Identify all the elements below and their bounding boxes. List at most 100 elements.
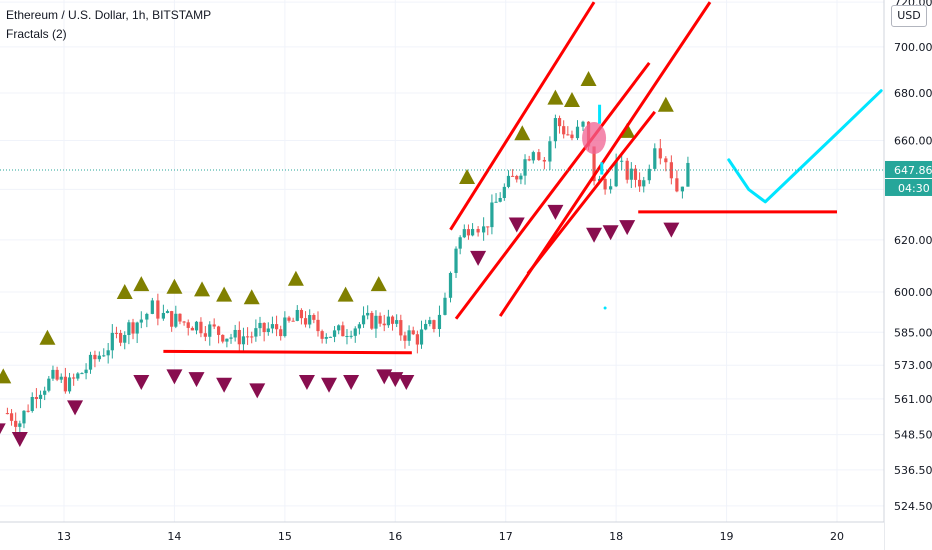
candle-body (680, 186, 685, 192)
candle-body (72, 377, 76, 379)
indicator-label[interactable]: Fractals (2) (6, 27, 67, 41)
highlight-circle (582, 122, 607, 155)
candle-body (97, 355, 101, 360)
candle-body (127, 322, 131, 335)
candle-body (63, 376, 67, 392)
candle-body (225, 338, 229, 342)
chart-header: Ethereum / U.S. Dollar, 1h, BITSTAMP Fra… (6, 8, 211, 41)
candle-body (9, 413, 14, 421)
y-tick-label: 585.00 (894, 326, 932, 339)
candle-body (203, 333, 207, 337)
price-axis[interactable] (884, 0, 932, 550)
time-axis[interactable] (0, 522, 884, 550)
x-tick-label: 14 (167, 530, 181, 543)
candle-body (366, 312, 370, 316)
candle-body (262, 322, 266, 333)
candle-body (118, 332, 123, 343)
candle-body (114, 332, 119, 334)
fractal-down-marker (619, 220, 636, 236)
channel-line[interactable] (449, 1, 596, 231)
fractal-down-marker (67, 400, 84, 416)
candle-body (229, 337, 233, 339)
candle-body (123, 334, 127, 343)
x-tick-label: 17 (499, 530, 513, 543)
candle-body (609, 186, 613, 190)
fractal-down-marker (398, 374, 415, 390)
x-tick-label: 20 (830, 530, 844, 543)
fractal-down-marker (586, 227, 603, 243)
candle-body (592, 146, 596, 182)
candle-body (131, 322, 135, 334)
y-tick-label: 573.00 (894, 359, 932, 372)
candle-body (527, 159, 531, 161)
candle-body (570, 134, 574, 139)
x-tick-label: 19 (720, 530, 734, 543)
candle-body (374, 315, 378, 329)
candle-body (312, 315, 316, 320)
y-tick-label: 561.00 (894, 393, 932, 406)
candle-body (337, 325, 341, 331)
candle-body (308, 315, 312, 325)
candle-body (523, 159, 527, 176)
symbol-title[interactable]: Ethereum / U.S. Dollar, 1h, BITSTAMP (6, 8, 212, 22)
fractal-up-marker (216, 286, 233, 302)
y-tick-label: 620.00 (894, 234, 932, 247)
fractal-down-marker (343, 374, 360, 390)
candle-body (443, 297, 447, 315)
candle-body (531, 152, 535, 161)
candle-body (254, 328, 258, 337)
candle-body (361, 315, 366, 325)
candle-body (241, 336, 246, 345)
candle-body (102, 355, 106, 357)
x-tick-label: 15 (278, 530, 292, 543)
candle-body (515, 176, 519, 180)
candle-body (328, 336, 333, 338)
candle-body (341, 325, 345, 337)
fractal-up-marker (287, 270, 304, 286)
candle-body (212, 324, 216, 327)
candle-body (55, 369, 59, 380)
candle-body (437, 314, 442, 330)
y-tick-label: 680.00 (894, 87, 932, 100)
channel-line[interactable] (454, 61, 651, 320)
candle-body (511, 175, 515, 177)
candle-body (250, 336, 254, 338)
fractal-up-marker (563, 92, 580, 108)
channel-line[interactable] (526, 110, 656, 275)
support-line[interactable] (163, 349, 412, 355)
currency-button[interactable]: USD (891, 5, 927, 27)
candle-body (614, 160, 618, 187)
candle-body (258, 322, 262, 329)
y-tick-label: 524.50 (894, 500, 932, 513)
candle-body (174, 313, 178, 327)
candle-body (291, 320, 295, 322)
candle-body (26, 410, 30, 412)
candle-body (84, 369, 88, 374)
candle-body (629, 168, 633, 180)
fractal-down-marker (0, 423, 6, 435)
y-tick-label: 536.50 (894, 464, 932, 477)
fractal-up-marker (459, 169, 476, 185)
candle-body (537, 152, 541, 160)
candle-body (411, 330, 415, 335)
candle-body (150, 300, 154, 314)
candle-body (428, 320, 432, 324)
current-price-label: 647.86 (894, 164, 932, 177)
candle-body (562, 126, 566, 135)
candle-body (345, 335, 349, 337)
candle-body (490, 202, 494, 228)
candle-body (466, 229, 471, 236)
candle-body (316, 319, 320, 332)
candle-body (370, 312, 374, 329)
fractal-down-marker (216, 377, 233, 393)
fractal-up-marker (580, 71, 597, 87)
candle-body (190, 327, 194, 331)
candle-body (390, 316, 395, 324)
fractal-up-marker (116, 284, 133, 299)
fractal-up-marker (547, 89, 564, 105)
candle-body (647, 168, 651, 181)
candle-body (139, 319, 143, 323)
candle-body (686, 162, 690, 187)
candle-body (553, 118, 558, 142)
